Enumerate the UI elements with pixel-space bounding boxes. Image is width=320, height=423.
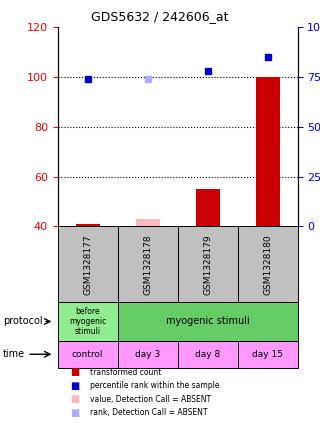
Text: protocol: protocol (3, 316, 43, 327)
Text: myogenic stimuli: myogenic stimuli (166, 316, 250, 327)
Text: GDS5632 / 242606_at: GDS5632 / 242606_at (91, 10, 229, 23)
Text: rank, Detection Call = ABSENT: rank, Detection Call = ABSENT (90, 408, 207, 418)
Text: day 3: day 3 (135, 350, 160, 359)
Text: ■: ■ (70, 394, 80, 404)
Bar (76, 224, 100, 226)
Text: GSM1328180: GSM1328180 (263, 234, 272, 295)
Bar (136, 219, 160, 226)
Text: ■: ■ (70, 367, 80, 377)
Text: GSM1328179: GSM1328179 (203, 234, 212, 295)
Text: control: control (72, 350, 103, 359)
Text: GSM1328177: GSM1328177 (83, 234, 92, 295)
Text: before
myogenic
stimuli: before myogenic stimuli (69, 307, 106, 336)
Bar (256, 77, 280, 226)
Text: transformed count: transformed count (90, 368, 161, 377)
Text: day 15: day 15 (252, 350, 283, 359)
Text: GSM1328178: GSM1328178 (143, 234, 152, 295)
Bar (196, 189, 220, 226)
Text: value, Detection Call = ABSENT: value, Detection Call = ABSENT (90, 395, 211, 404)
Text: ■: ■ (70, 381, 80, 391)
Text: ■: ■ (70, 408, 80, 418)
Text: percentile rank within the sample: percentile rank within the sample (90, 381, 219, 390)
Text: day 8: day 8 (195, 350, 220, 359)
Text: time: time (3, 349, 25, 359)
